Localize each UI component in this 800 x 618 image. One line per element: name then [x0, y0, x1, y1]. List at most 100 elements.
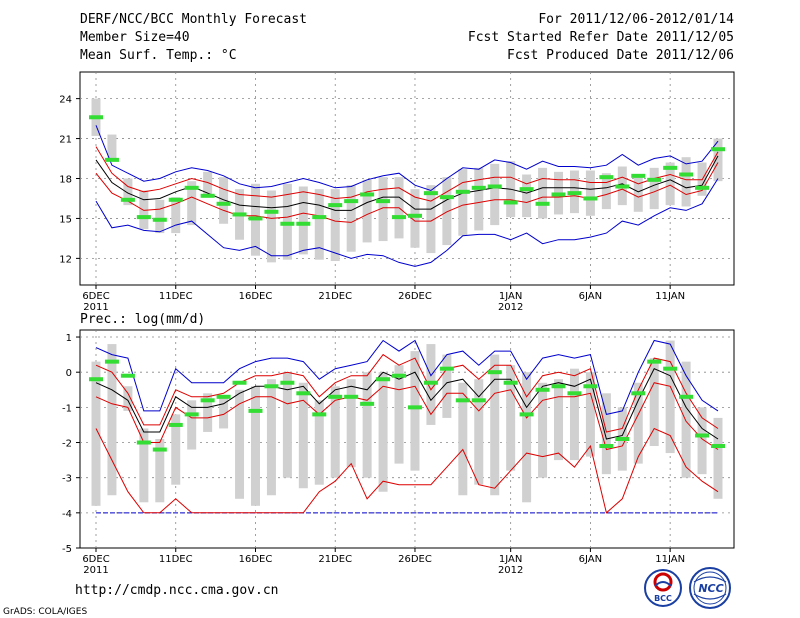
ensemble-box	[330, 189, 340, 262]
ensemble-box	[458, 169, 468, 236]
ensemble-box	[522, 174, 532, 218]
ensemble-box	[442, 177, 452, 246]
forecast-marker	[455, 189, 470, 194]
lower-extreme-line	[95, 178, 719, 267]
x-year-label: 2012	[498, 565, 523, 576]
ensemble-box	[410, 189, 420, 248]
ensemble-box	[266, 190, 276, 263]
ensemble-box	[362, 179, 372, 243]
ensemble-box	[649, 167, 659, 210]
forecast-marker	[328, 394, 343, 399]
start-date: Fcst Started Refer Date 2011/12/05	[468, 30, 734, 45]
ensemble-box	[123, 386, 133, 411]
ensemble-box	[585, 170, 595, 216]
x-tick-label: 6JAN	[579, 554, 602, 565]
y-tick-label: 1	[66, 333, 72, 344]
forecast-marker	[360, 401, 375, 406]
ensemble-box	[187, 400, 197, 450]
bcc-logo: BCC	[644, 569, 682, 607]
forecast-marker	[296, 391, 311, 396]
ensemble-box	[585, 372, 595, 457]
ensemble-box	[219, 177, 229, 224]
forecast-marker	[519, 187, 534, 192]
forecast-marker	[487, 184, 502, 189]
forecast-marker	[455, 398, 470, 403]
ensemble-box	[346, 185, 356, 252]
forecast-marker	[344, 199, 359, 204]
ensemble-box	[187, 181, 197, 226]
ensemble-box	[554, 379, 564, 461]
ensemble-box	[506, 365, 516, 471]
forecast-marker	[567, 391, 582, 396]
forecast-marker	[184, 185, 199, 190]
forecast-marker	[711, 444, 725, 449]
ensemble-box	[203, 171, 213, 198]
ensemble-box	[538, 167, 548, 219]
x-tick-label: 11JAN	[655, 554, 685, 565]
ensemble-box	[139, 190, 149, 230]
forecast-marker	[264, 209, 279, 214]
upper-extreme-line	[95, 125, 719, 192]
ensemble-box	[155, 439, 165, 503]
ensemble-box	[219, 396, 229, 429]
ensemble-box	[490, 354, 500, 496]
forecast-marker	[136, 215, 151, 220]
ensemble-box	[378, 177, 388, 242]
y-tick-label: 21	[59, 135, 72, 146]
x-tick-label: 1JAN	[499, 291, 522, 302]
x-tick-label: 11DEC	[159, 554, 193, 565]
ensemble-box	[171, 414, 181, 485]
ncc-logo: NCC	[689, 567, 731, 609]
x-tick-label: 26DEC	[398, 291, 432, 302]
forecast-marker	[392, 373, 407, 378]
forecast-marker	[503, 380, 518, 385]
forecast-marker	[663, 165, 678, 170]
forecast-marker	[647, 359, 662, 364]
forecast-marker	[439, 195, 454, 200]
upper-extreme-line	[95, 339, 719, 415]
x-year-label: 2011	[83, 565, 108, 576]
ensemble-box	[282, 372, 292, 478]
member-size: Member Size=40	[80, 30, 190, 45]
lower-spread-line	[95, 162, 719, 223]
ensemble-box	[681, 361, 691, 478]
ensemble-box	[378, 372, 388, 492]
forecast-marker	[615, 437, 630, 441]
forecast-marker	[599, 444, 614, 449]
forecast-marker	[120, 373, 135, 378]
forecast-marker	[248, 408, 263, 413]
ensemble-box	[298, 382, 308, 489]
ensemble-box	[697, 407, 707, 475]
ensemble-box	[538, 382, 548, 478]
forecast-marker	[471, 398, 486, 403]
ensemble-mean-line	[95, 368, 719, 440]
ensemble-box	[490, 163, 500, 226]
forecast-marker	[248, 216, 263, 221]
ensemble-box	[426, 185, 436, 254]
ensemble-box	[633, 382, 643, 464]
forecast-marker	[200, 398, 215, 403]
forecast-marker	[264, 384, 279, 389]
forecast-marker	[104, 359, 119, 364]
forecast-marker	[647, 177, 662, 182]
forecast-marker	[232, 212, 247, 217]
ensemble-box	[633, 177, 643, 212]
y-tick-label: 12	[59, 254, 72, 265]
y-tick-label: 15	[59, 214, 72, 225]
forecast-marker	[679, 172, 694, 177]
ensemble-box	[569, 368, 579, 461]
forecast-marker	[695, 185, 710, 190]
x-tick-label: 26DEC	[398, 554, 432, 565]
ensemble-box	[266, 379, 276, 496]
source-url[interactable]: http://cmdp.ncc.cma.gov.cn	[75, 583, 279, 598]
ensemble-box	[330, 386, 340, 478]
y-tick-label: -5	[62, 544, 72, 555]
upper-spread-line	[95, 146, 719, 202]
ensemble-box	[665, 162, 675, 206]
forecast-marker	[663, 366, 678, 371]
y-tick-label: -2	[62, 439, 72, 450]
lower-extreme-line	[95, 427, 719, 514]
forecast-marker	[312, 215, 327, 220]
ensemble-box	[474, 167, 484, 231]
